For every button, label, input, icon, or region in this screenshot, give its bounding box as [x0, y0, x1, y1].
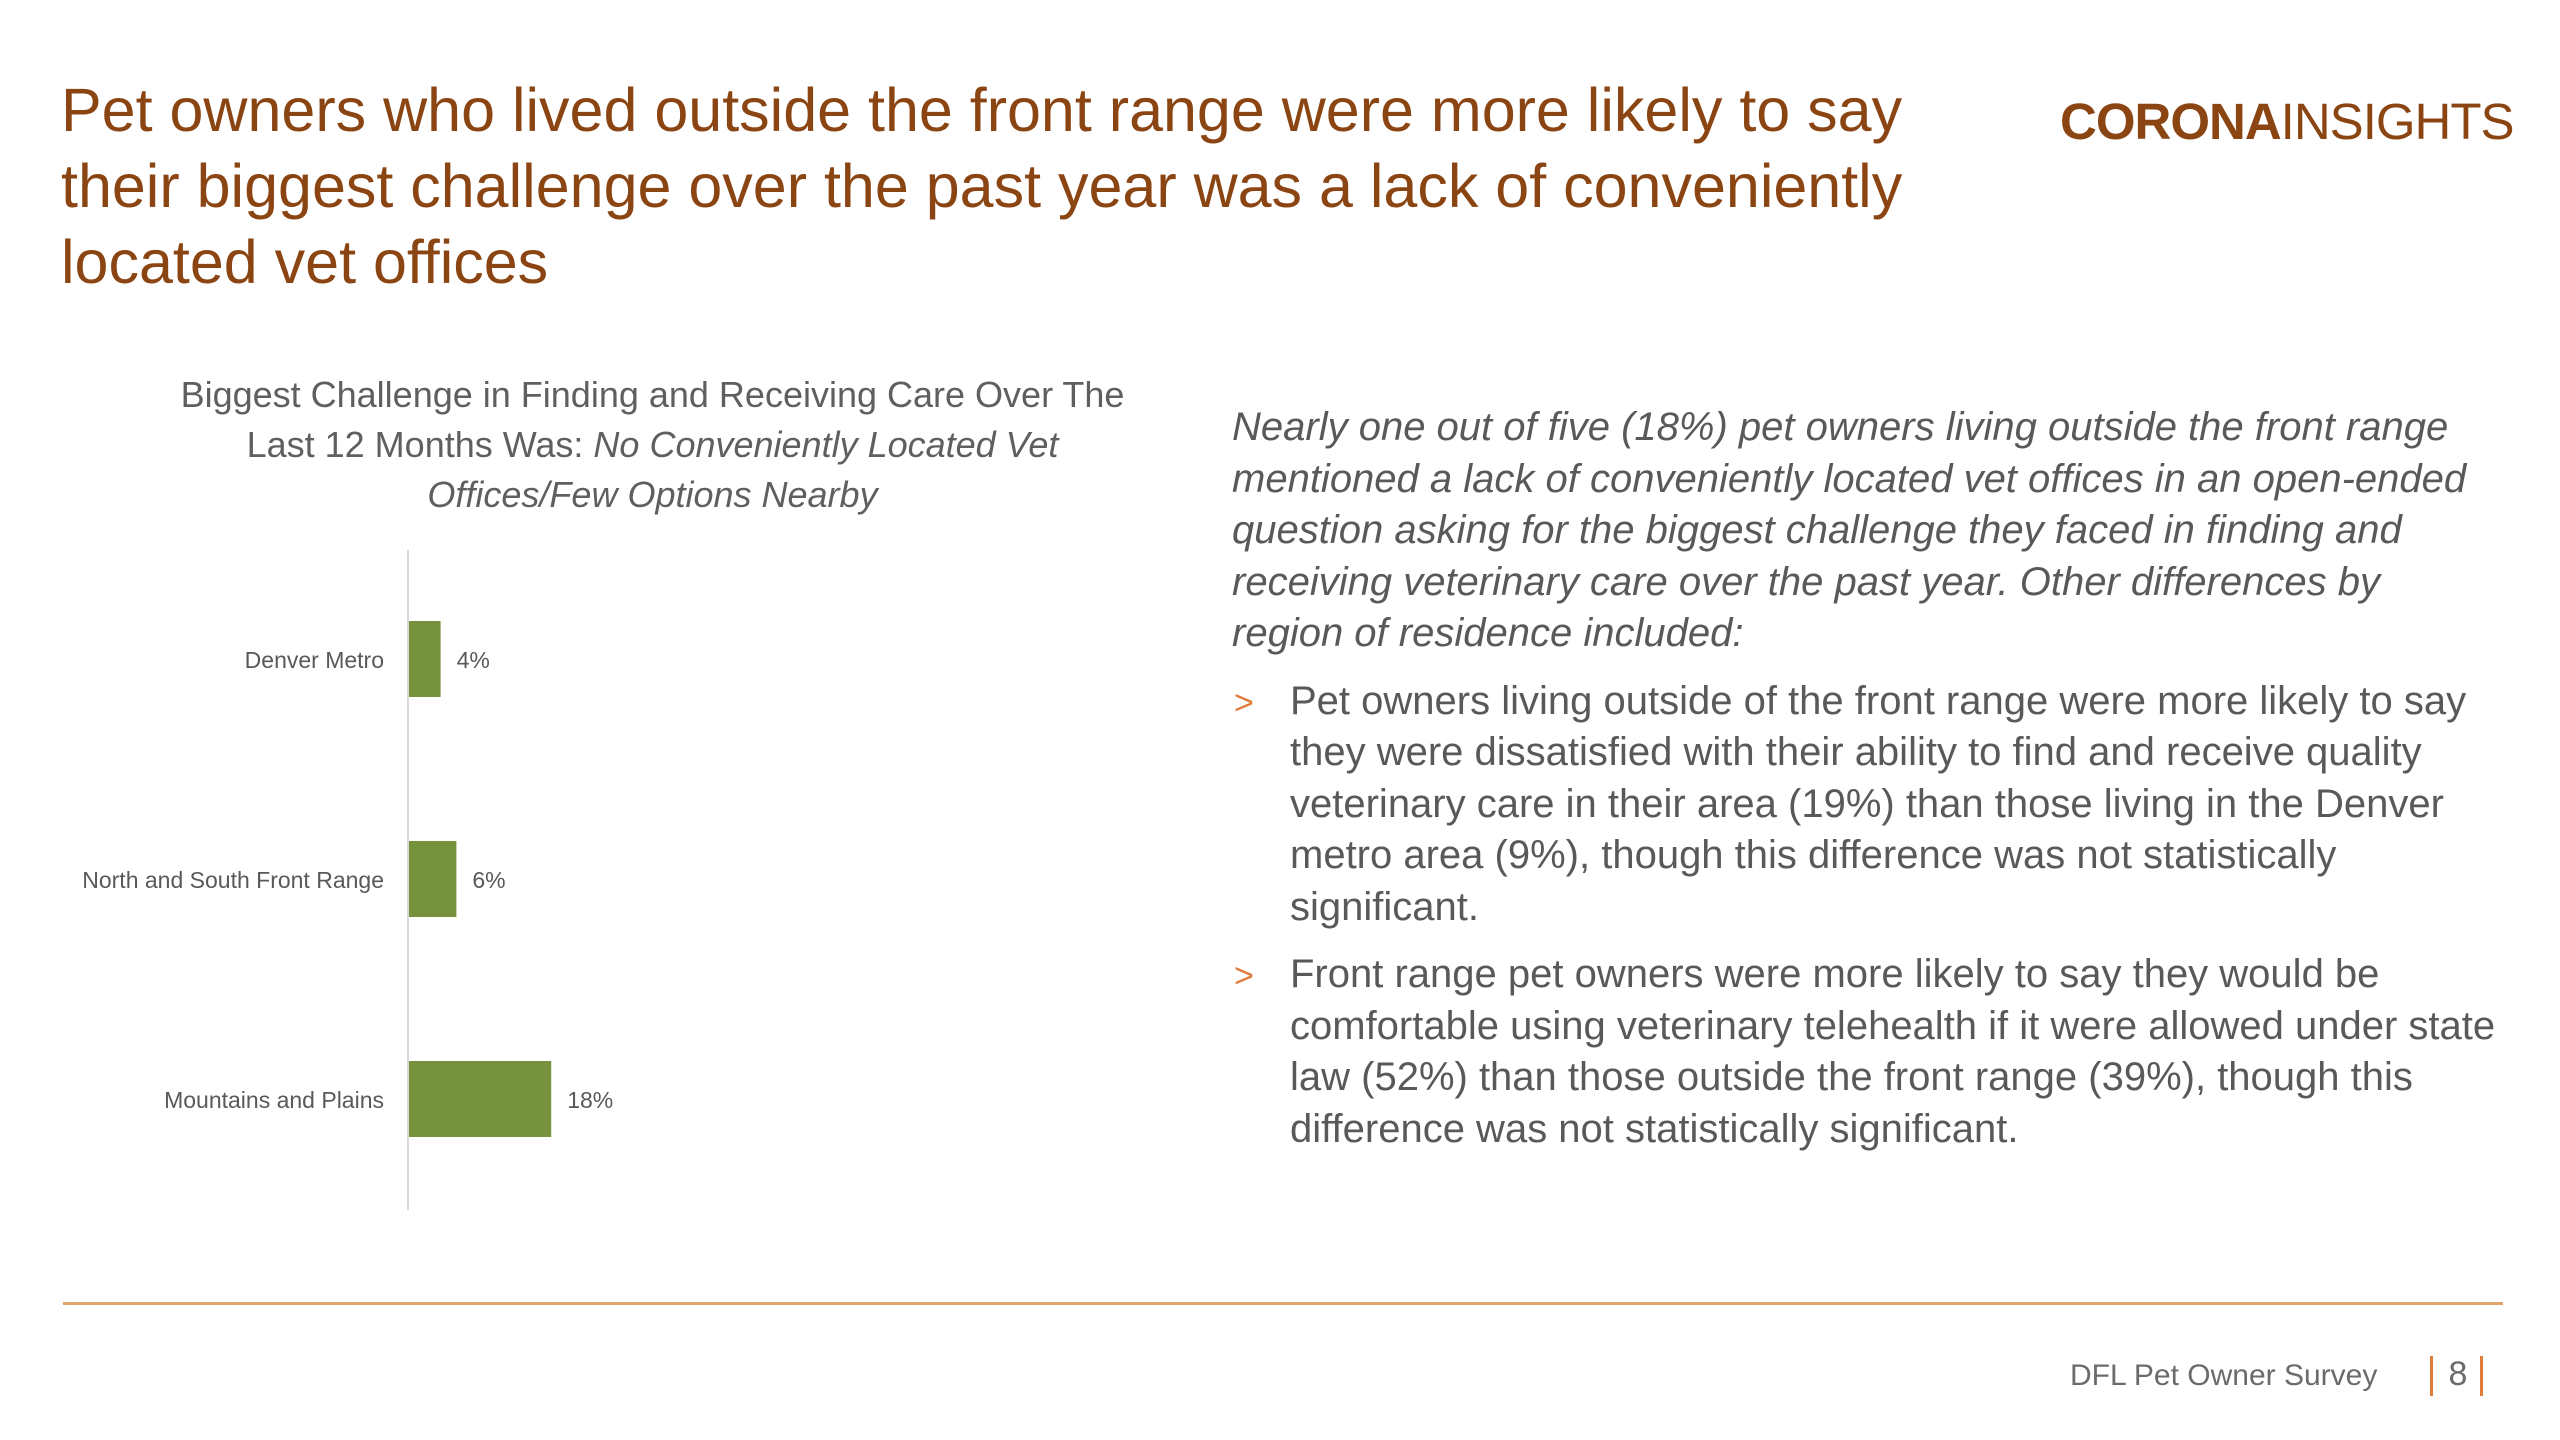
category-label: Denver Metro: [245, 647, 384, 673]
footer-divider: [63, 1302, 2503, 1305]
logo-wordmark-insights: INSIGHTS: [2280, 93, 2515, 150]
data-label: 6%: [472, 867, 505, 893]
data-label: 4%: [457, 647, 490, 673]
category-label: North and South Front Range: [82, 867, 384, 893]
chevron-right-icon: >: [1234, 957, 1254, 995]
corona-insights-logo: CORONAINSIGHTS: [2060, 92, 2515, 152]
chevron-right-icon: >: [1234, 683, 1254, 722]
logo-wordmark-corona: CORONA: [2060, 93, 2282, 150]
bar: [409, 1061, 552, 1137]
bullet-list: > Pet owners living outside of the front…: [1232, 676, 2502, 1156]
bar-chart: Denver Metro 4% North and South Front Rang…: [82, 550, 613, 1210]
chart-title-plain: Biggest Challenge in Finding and Receivi…: [180, 374, 1125, 465]
page-number-bar-right: [2480, 1356, 2483, 1396]
bar: [409, 621, 441, 697]
chart-title: Biggest Challenge in Finding and Receivi…: [160, 370, 1145, 520]
category-label: Mountains and Plains: [164, 1087, 384, 1113]
bullet-item: > Front range pet owners were more likel…: [1232, 949, 2502, 1155]
chart-title-italic: No Conveniently Located Vet Offices/Few …: [427, 424, 1059, 515]
slide-title: Pet owners who lived outside the front r…: [61, 76, 1903, 296]
bullet-text: Front range pet owners were more likely …: [1290, 952, 2496, 1151]
bullet-text: Pet owners living outside of the front r…: [1290, 678, 2467, 929]
bullet-item: > Pet owners living outside of the front…: [1232, 676, 2502, 934]
body-text: Nearly one out of five (18%) pet owners …: [1232, 402, 2502, 1171]
intro-paragraph: Nearly one out of five (18%) pet owners …: [1232, 405, 2467, 655]
page-number: 8: [2448, 1355, 2468, 1393]
bar: [409, 841, 457, 917]
data-label: 18%: [567, 1087, 613, 1113]
page-number-bar-left: [2430, 1356, 2433, 1396]
footer-label: DFL Pet Owner Survey: [2070, 1359, 2378, 1392]
